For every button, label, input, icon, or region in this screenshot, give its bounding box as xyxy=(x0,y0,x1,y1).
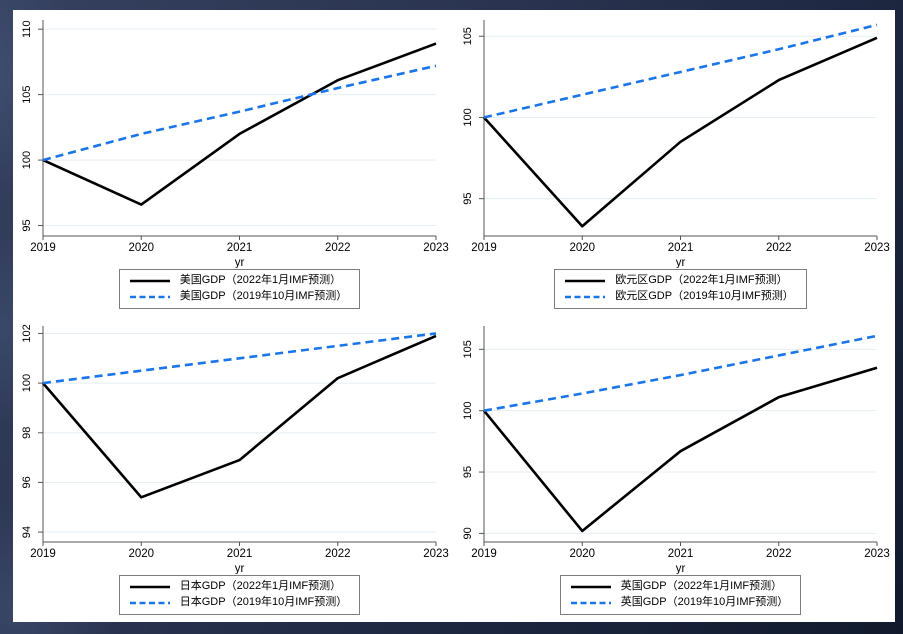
y-tick-label: 110 xyxy=(21,20,33,38)
y-tick-label: 94 xyxy=(21,526,33,538)
x-axis-title: yr xyxy=(235,563,245,574)
chart-panel-euro-gdp: 95 100 105 2019 2020 2021 2022 2023 yr 欧元区GDP（20… xyxy=(454,10,895,316)
legend-item: 美国GDP（2019年10月IMF预测） xyxy=(129,289,347,304)
solid-line-swatch xyxy=(565,279,606,282)
x-tick-label: 2019 xyxy=(30,548,56,560)
dashed-line-swatch xyxy=(565,295,606,298)
euro-gdp-chart: 95 100 105 2019 2020 2021 2022 2023 yr xyxy=(462,20,890,268)
y-tick-label: 98 xyxy=(21,427,33,439)
legend-item: 欧元区GDP（2019年10月IMF预测） xyxy=(564,289,794,304)
solid-series-line xyxy=(42,334,437,499)
solid-line-swatch xyxy=(570,585,611,588)
x-tick-label: 2020 xyxy=(128,242,154,254)
us-gdp-legend: 美国GDP（2022年1月IMF预测） 美国GDP（2019年10月IMF预测） xyxy=(118,269,361,309)
x-tick-label: 2019 xyxy=(471,548,497,560)
solid-series-line xyxy=(482,366,878,533)
legend-label: 美国GDP（2019年10月IMF预测） xyxy=(179,290,348,302)
uk-gdp-chart: 90 95 100 105 2019 2020 2021 2022 2023 yr xyxy=(462,326,890,574)
legend-label: 美国GDP（2022年1月IMF预测） xyxy=(179,274,342,286)
chart-panel-us-gdp: 95 100 105 110 2019 2020 2021 2022 2023 yr 美国GDP（… xyxy=(13,10,454,316)
y-tick-label: 90 xyxy=(462,527,474,539)
x-tick-label: 2023 xyxy=(423,548,449,560)
y-tick-label: 105 xyxy=(462,340,474,358)
x-tick-label: 2022 xyxy=(325,548,351,560)
x-tick-label: 2021 xyxy=(227,548,253,560)
y-tick-label: 95 xyxy=(462,193,474,205)
dashed-series-line xyxy=(483,334,878,412)
legend-item: 日本GDP（2019年10月IMF预测） xyxy=(129,595,347,610)
x-tick-label: 2022 xyxy=(766,242,792,254)
x-axis-title: yr xyxy=(676,257,686,268)
x-tick-label: 2021 xyxy=(227,242,253,254)
dashed-series-line xyxy=(42,64,437,162)
y-tick-label: 100 xyxy=(462,108,474,126)
y-tick-label: 95 xyxy=(462,466,474,478)
x-tick-label: 2022 xyxy=(766,548,792,560)
y-tick-label: 100 xyxy=(462,402,474,420)
y-tick-label: 105 xyxy=(21,85,33,103)
legend-label: 日本GDP（2019年10月IMF预测） xyxy=(179,596,348,608)
x-axis-title: yr xyxy=(235,257,245,268)
legend-label: 日本GDP（2022年1月IMF预测） xyxy=(179,580,342,592)
x-tick-label: 2019 xyxy=(30,242,56,254)
dashed-series-line xyxy=(42,332,437,385)
japan-gdp-legend: 日本GDP（2022年1月IMF预测） 日本GDP（2019年10月IMF预测） xyxy=(118,575,361,615)
dashed-line-swatch xyxy=(129,295,170,298)
legend-item: 日本GDP（2022年1月IMF预测） xyxy=(129,579,347,594)
legend-label: 欧元区GDP（2022年1月IMF预测） xyxy=(615,274,788,286)
uk-gdp-legend: 英国GDP（2022年1月IMF预测） 英国GDP（2019年10月IMF预测） xyxy=(559,575,802,615)
x-tick-label: 2021 xyxy=(668,548,694,560)
legend-label: 英国GDP（2022年1月IMF预测） xyxy=(620,580,783,592)
x-tick-label: 2019 xyxy=(471,242,497,254)
chart-panel-japan-gdp: 94 96 98 100 102 2019 2020 2021 2022 2023 yr 日本GDP… xyxy=(13,316,454,622)
dashed-series-line xyxy=(483,23,878,119)
y-tick-label: 102 xyxy=(21,324,33,342)
x-tick-label: 2020 xyxy=(569,242,595,254)
x-tick-label: 2023 xyxy=(864,548,890,560)
figure-canvas: 95 100 105 110 2019 2020 2021 2022 2023 yr 美国GDP（… xyxy=(13,10,895,622)
legend-label: 欧元区GDP（2019年10月IMF预测） xyxy=(615,290,794,302)
euro-gdp-legend: 欧元区GDP（2022年1月IMF预测） 欧元区GDP（2019年10月IMF预… xyxy=(554,269,807,309)
dashed-line-swatch xyxy=(570,601,611,604)
legend-item: 英国GDP（2019年10月IMF预测） xyxy=(570,595,788,610)
japan-gdp-chart: 94 96 98 100 102 2019 2020 2021 2022 2023 yr xyxy=(21,324,449,574)
x-tick-label: 2023 xyxy=(423,242,449,254)
solid-line-swatch xyxy=(129,279,170,282)
legend-label: 英国GDP（2019年10月IMF预测） xyxy=(620,596,789,608)
y-tick-label: 100 xyxy=(21,374,33,392)
solid-series-line xyxy=(42,42,437,206)
x-axis-title: yr xyxy=(676,563,686,574)
x-tick-label: 2021 xyxy=(668,242,694,254)
x-tick-label: 2022 xyxy=(325,242,351,254)
dashed-line-swatch xyxy=(129,601,170,604)
legend-item: 美国GDP（2022年1月IMF预测） xyxy=(129,273,347,288)
us-gdp-chart: 95 100 105 110 2019 2020 2021 2022 2023 yr xyxy=(21,20,449,268)
legend-item: 英国GDP（2022年1月IMF预测） xyxy=(570,579,788,594)
legend-item: 欧元区GDP（2022年1月IMF预测） xyxy=(564,273,793,288)
solid-series-line xyxy=(483,36,878,228)
y-tick-label: 96 xyxy=(21,476,33,488)
y-tick-label: 95 xyxy=(21,219,33,231)
y-tick-label: 105 xyxy=(462,27,474,45)
y-tick-label: 100 xyxy=(21,151,33,169)
chart-panel-uk-gdp: 90 95 100 105 2019 2020 2021 2022 2023 yr 英国GDP（2… xyxy=(454,316,895,622)
solid-line-swatch xyxy=(129,585,170,588)
x-tick-label: 2023 xyxy=(864,242,890,254)
x-tick-label: 2020 xyxy=(128,548,154,560)
x-tick-label: 2020 xyxy=(569,548,595,560)
